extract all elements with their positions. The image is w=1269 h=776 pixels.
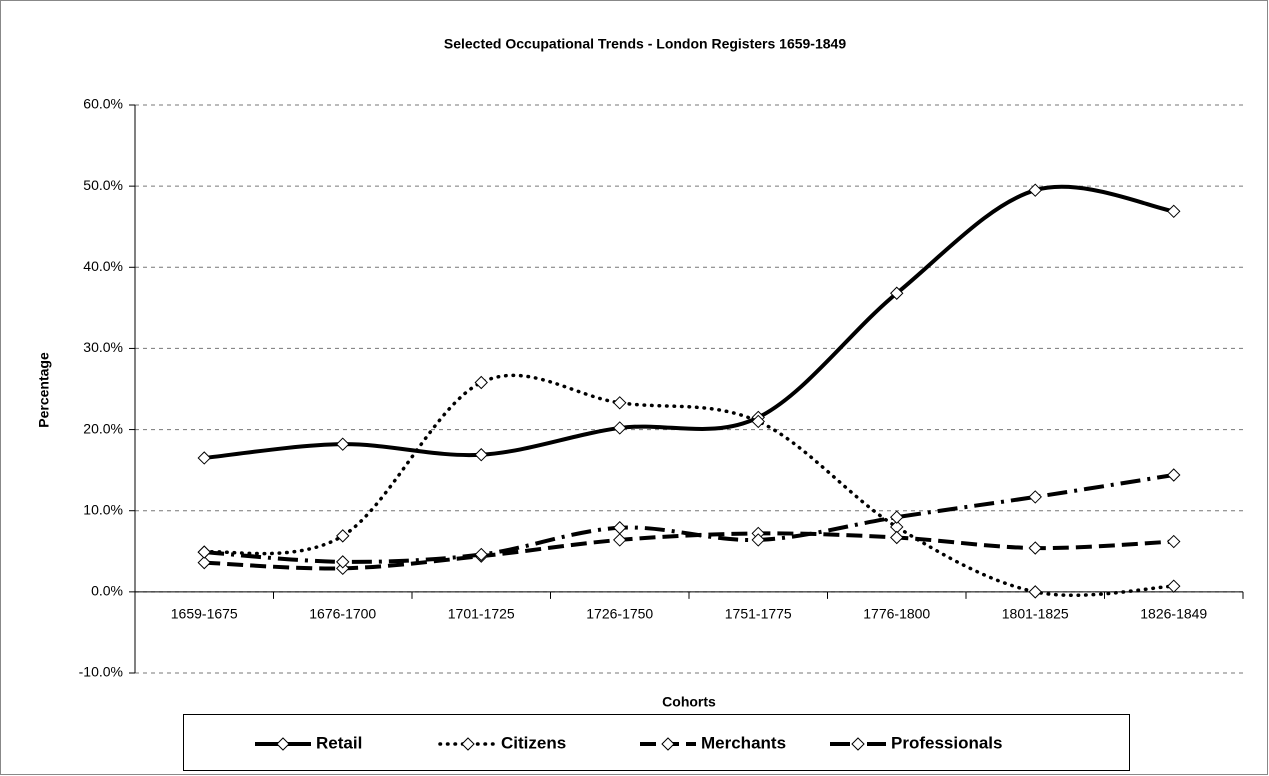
data-marker — [613, 396, 627, 410]
legend-marker — [661, 737, 675, 751]
data-marker — [890, 530, 904, 545]
legend-marker — [461, 737, 475, 751]
y-tick-label: 20.0% — [83, 420, 123, 436]
data-marker — [1167, 534, 1181, 549]
legend-label: Retail — [316, 733, 362, 752]
data-marker — [474, 375, 488, 390]
legend-label: Merchants — [701, 733, 786, 752]
data-marker — [1167, 579, 1181, 593]
y-tick-label: 60.0% — [83, 96, 123, 112]
data-marker — [336, 555, 350, 569]
data-marker — [751, 414, 765, 429]
x-tick-label: 1701-1725 — [448, 606, 515, 622]
x-tick-label: 1826-1849 — [1140, 606, 1207, 622]
x-tick-label: 1676-1700 — [309, 606, 376, 622]
y-tick-label: -10.0% — [79, 664, 123, 680]
data-marker — [1028, 183, 1042, 197]
data-marker — [613, 533, 627, 547]
data-marker — [890, 510, 904, 524]
data-marker — [197, 545, 211, 559]
x-tick-label: 1659-1675 — [171, 606, 238, 622]
data-marker — [613, 421, 627, 435]
data-marker — [613, 521, 627, 535]
data-marker — [1028, 490, 1042, 504]
x-axis-label: Cohorts — [662, 694, 716, 710]
data-marker — [1028, 585, 1042, 599]
x-tick-label: 1751-1775 — [725, 606, 792, 622]
data-marker — [197, 555, 211, 570]
data-marker — [890, 286, 904, 300]
data-marker — [336, 437, 350, 451]
series-line — [202, 373, 1176, 598]
series-line — [204, 473, 1175, 564]
y-tick-label: 10.0% — [83, 501, 123, 517]
series-line — [204, 184, 1175, 460]
legend-marker — [276, 737, 290, 751]
y-tick-label: 30.0% — [83, 339, 123, 355]
data-marker — [336, 529, 350, 543]
data-marker — [1167, 468, 1181, 482]
legend-box — [183, 714, 1130, 771]
data-marker — [197, 451, 211, 465]
legend-label: Professionals — [891, 733, 1003, 752]
legend-label: Citizens — [501, 733, 566, 752]
data-marker — [751, 533, 765, 547]
data-marker — [474, 448, 488, 462]
data-marker — [1167, 204, 1181, 219]
x-tick-label: 1776-1800 — [863, 606, 930, 622]
data-marker — [1028, 541, 1042, 555]
data-marker — [474, 547, 488, 562]
y-axis-label: Percentage — [36, 352, 52, 428]
y-tick-label: 0.0% — [91, 583, 123, 599]
x-tick-label: 1726-1750 — [586, 606, 653, 622]
y-tick-label: 40.0% — [83, 258, 123, 274]
chart-title: Selected Occupational Trends - London Re… — [444, 36, 846, 52]
legend-marker — [851, 737, 865, 751]
x-tick-label: 1801-1825 — [1002, 606, 1069, 622]
y-tick-label: 50.0% — [83, 177, 123, 193]
